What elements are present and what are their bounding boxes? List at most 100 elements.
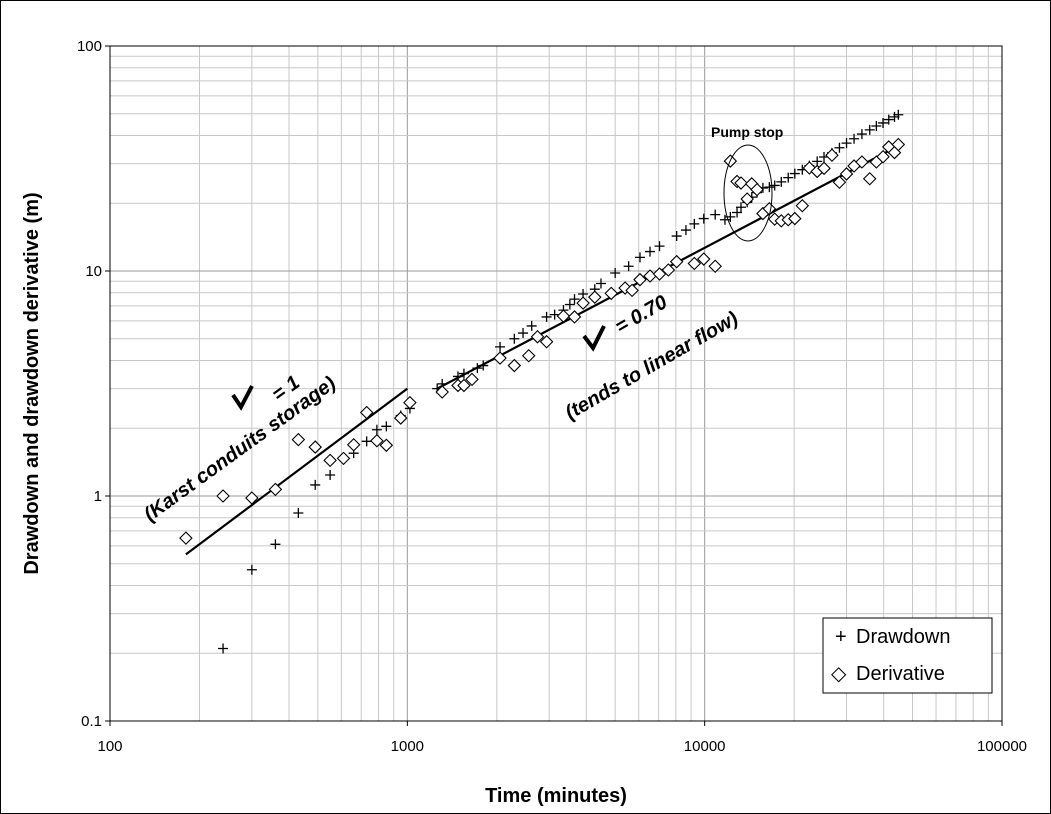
drawdown-point [610,267,621,278]
y-tick-label: 0.1 [81,713,102,730]
drawdown-point [710,209,721,220]
derivative-point [588,290,602,304]
derivative-point [817,161,831,176]
derivative-point [346,437,361,452]
series-derivative [179,137,906,545]
drawdown-point [732,207,743,218]
derivative-point [795,198,810,213]
drawdown-point [549,309,560,320]
drawdown-point [645,246,656,257]
drawdown-point [458,368,469,379]
derivative-point [465,372,479,387]
drawdown-point [654,241,665,252]
derivative-point [323,453,337,468]
derivative-point [521,348,536,363]
derivative-point [291,432,306,447]
derivative-point [507,358,522,373]
slope-2-symbol [582,325,606,352]
x-axis-title: Time (minutes) [485,785,627,807]
drawdown-point [893,109,904,120]
drawdown-point [509,333,520,344]
drawdown-point [270,539,281,550]
x-tick-label: 100 [97,738,122,755]
derivative-point [604,286,619,301]
derivative-point [802,161,817,175]
drawdown-point [472,363,483,374]
derivative-point [576,296,590,310]
derivative-point [825,148,839,163]
derivative-point [669,254,684,269]
drawdown-point [689,218,700,229]
derivative-point [652,267,667,281]
drawdown-point [381,421,392,432]
x-tick-label: 1000 [391,738,424,755]
plot-area-border [109,45,1003,722]
derivative-point [788,211,802,226]
drawdown-point [526,320,537,331]
fit-lines [185,144,899,556]
slope-2-description: (tends to linear flow) [562,307,743,424]
legend-label-drawdown: Drawdown [856,626,950,648]
drawdown-point [293,508,304,519]
drawdown-point [569,294,580,305]
derivative-point [876,149,890,164]
derivative-point [457,378,471,393]
drawdown-point [856,129,867,140]
derivative-point [179,531,193,545]
drawdown-point [834,142,845,153]
slope-annotation-2: = 0.70 [612,291,672,338]
derivative-point [403,395,417,410]
drawdown-point [246,564,257,575]
slope-2-text: = 0.70 [612,291,672,338]
drawdown-point [541,311,552,322]
legend-label-derivative: Derivative [856,663,945,685]
tick-labels: 100 1000 10000 100000 0.1 1 10 100 [77,38,1027,755]
derivative-point [379,438,394,453]
y-tick-label: 10 [85,263,102,280]
slope-annotation-1-sub: (Karst conduits storage) [140,372,340,526]
drawdown-point [671,231,682,242]
data-points [179,109,906,654]
drawdown-point [310,479,321,490]
drawdown-point [864,124,875,135]
y-tick-label: 100 [77,38,102,55]
derivative-point [268,482,283,497]
drawdown-point [878,117,889,128]
drawdown-point [371,424,382,435]
derivative-point [245,491,259,505]
slope-1-description: (Karst conduits storage) [140,372,340,526]
drawdown-point [783,172,794,183]
drawdown-point [883,114,894,125]
drawdown-point [680,225,691,236]
derivative-point [740,192,754,206]
drawdown-point [478,360,489,371]
derivative-point [855,155,869,169]
drawdown-point [849,133,860,144]
drawdown-point [871,121,882,132]
y-axis-title: Drawdown and drawdown derivative (m) [21,192,43,574]
derivative-point [530,330,545,344]
drawdown-point [736,202,747,213]
derivative-point [625,283,639,298]
derivative-point [370,433,384,448]
derivative-point [435,385,449,399]
derivative-point [839,167,854,181]
pump-stop-ellipse [723,144,773,242]
x-tick-label: 100000 [977,738,1027,755]
derivative-point [539,334,554,349]
drawdown-point [623,261,634,272]
drawdown-point [361,436,372,447]
drawdown-point [595,278,606,289]
legend-symbol-derivative: ◇ [831,663,847,685]
drawdown-point [776,176,787,187]
drawdown-point [634,252,645,263]
derivative-point [696,252,711,266]
drawdown-point [518,328,529,339]
derivative-point [359,405,374,420]
drawdown-point [698,213,709,224]
derivative-point [308,440,322,454]
drawdown-point [218,643,229,654]
slope-annotation-2-sub: (tends to linear flow) [562,307,743,424]
derivative-point [633,272,647,287]
